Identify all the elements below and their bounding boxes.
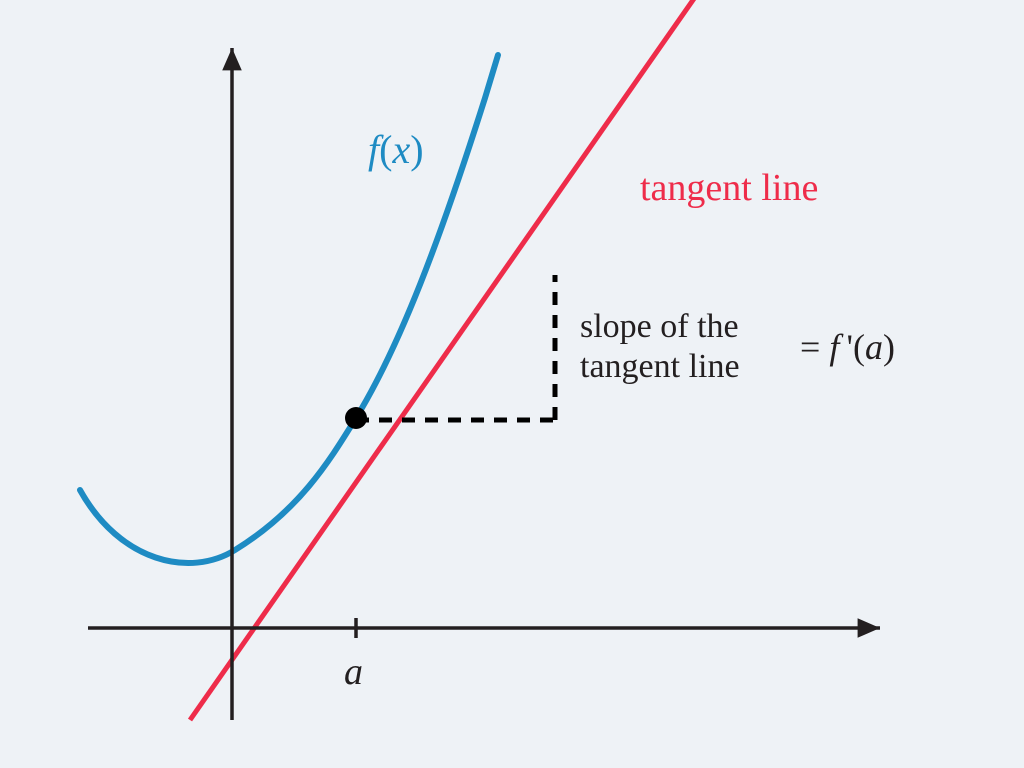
curve-label: f(x) bbox=[368, 128, 424, 172]
tangent-label: tangent line bbox=[640, 168, 818, 210]
tangent-point bbox=[345, 407, 367, 429]
derivative-label: = f '(a) bbox=[800, 328, 895, 368]
slope-text-line2: tangent line bbox=[580, 348, 740, 385]
a-axis-label: a bbox=[344, 652, 363, 694]
diagram-canvas: f(x)tangent lineslope of thetangent line… bbox=[0, 0, 1024, 768]
function-curve bbox=[80, 55, 498, 563]
slope-text-line1: slope of the bbox=[580, 308, 739, 345]
plot-svg bbox=[0, 0, 1024, 768]
